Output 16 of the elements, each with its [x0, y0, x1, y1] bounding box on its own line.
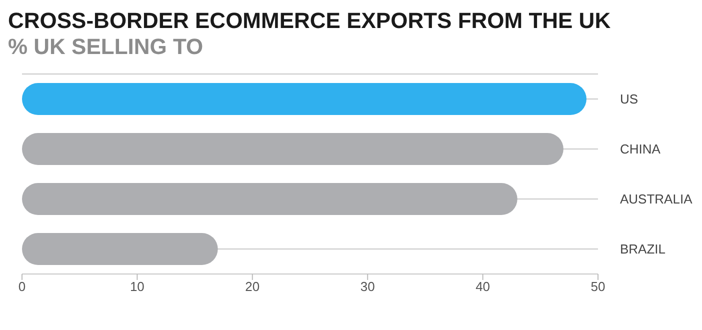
- y-tick-label: AUSTRALIA: [620, 192, 693, 207]
- chart-subtitle: % UK SELLING TO: [8, 34, 204, 60]
- chart-title: CROSS-BORDER ECOMMERCE EXPORTS FROM THE UK: [8, 8, 612, 34]
- bar: [22, 233, 218, 265]
- x-tick-label: 0: [18, 279, 26, 294]
- x-tick-label: 10: [130, 279, 144, 294]
- x-tick-label: 20: [245, 279, 260, 294]
- y-tick-label: BRAZIL: [620, 242, 666, 257]
- x-tick-label: 30: [360, 279, 375, 294]
- bar: [22, 183, 518, 215]
- x-tick-label: 40: [476, 279, 490, 294]
- x-tick-label: 50: [590, 279, 606, 294]
- bar: [22, 83, 586, 115]
- bar: [22, 133, 564, 165]
- y-tick-label: CHINA: [620, 142, 661, 157]
- y-tick-label: US: [620, 92, 638, 107]
